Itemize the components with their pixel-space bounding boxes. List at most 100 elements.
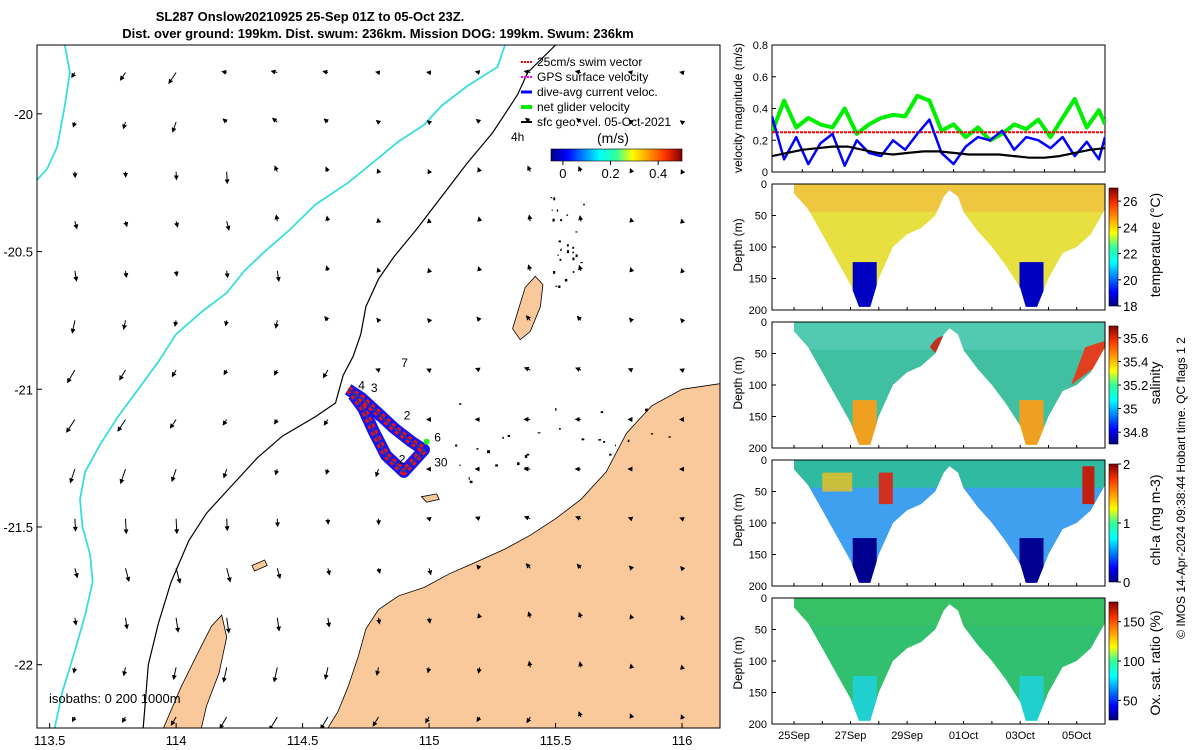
geo-velocity-arrow <box>221 667 228 683</box>
island-speck <box>560 248 562 252</box>
geo-velocity-arrow <box>375 667 381 676</box>
velocity-y-tick-label: 0.2 <box>753 135 768 147</box>
geo-velocity-arrow <box>72 617 78 626</box>
island-speck <box>581 438 585 441</box>
island-speck <box>572 246 575 249</box>
section-y-tick-label: 150 <box>749 550 767 562</box>
geo-velocity-arrow <box>72 518 78 532</box>
island-speck <box>566 250 570 254</box>
island-speck <box>487 450 490 454</box>
geo-velocity-arrow <box>474 70 481 75</box>
geo-velocity-arrow <box>426 667 432 674</box>
island-speck <box>556 209 559 212</box>
geo-velocity-arrow <box>226 568 232 583</box>
geo-velocity-arrow <box>70 320 76 334</box>
geo-velocity-arrow <box>71 72 77 79</box>
geo-velocity-arrow <box>174 221 179 228</box>
section-left-gap <box>772 184 794 310</box>
chart-title-line2: Dist. over ground: 199km. Dist. swum: 23… <box>122 26 634 41</box>
section-y-tick-label: 200 <box>749 719 767 731</box>
section-colorbar-tick-label: 22 <box>1123 247 1137 262</box>
island-speck <box>609 453 612 456</box>
section-colorbar-tick-label: 150 <box>1123 615 1145 630</box>
day-label: 6 <box>434 431 441 445</box>
section-y-tick-label: 100 <box>749 380 767 392</box>
island-speck <box>572 271 575 273</box>
island-speck <box>572 251 574 254</box>
geo-velocity-arrow <box>221 69 227 75</box>
geo-velocity-arrow <box>376 617 382 625</box>
island-speck <box>559 428 561 430</box>
geo-velocity-arrow <box>123 270 129 279</box>
geo-velocity-arrow <box>376 317 382 324</box>
geo-velocity-arrow <box>375 119 382 125</box>
section-colorbar-tick-label: 0 <box>1123 575 1130 590</box>
geo-velocity-arrow <box>117 419 126 432</box>
section-colorbar-tick-label: 50 <box>1123 693 1137 708</box>
island-speck <box>553 271 556 274</box>
island-speck <box>566 244 569 247</box>
section-panel-salinity: 0 50 100 150 200 34.8 35 35.2 35.4 35.6 <box>749 317 1149 455</box>
section-y-tick-label: 150 <box>749 688 767 700</box>
map-y-ticks: -20 -20.5 -21 -21.5 -22 <box>3 107 42 673</box>
geo-velocity-arrow <box>225 221 231 231</box>
isobaths-layer <box>37 45 557 728</box>
chla-depth-label: Depth (m) <box>731 493 745 546</box>
section-y-tick-label: 100 <box>749 242 767 254</box>
island-speck <box>459 464 461 466</box>
temperature-depth-label: Depth (m) <box>731 218 745 271</box>
geo-velocity-arrow <box>680 565 686 572</box>
geo-velocity-arrow <box>123 518 129 535</box>
geo-velocity-arrow <box>578 165 583 172</box>
velocity-x-ticks <box>771 169 1106 172</box>
chla-colorbar-label: chl-a (mg m-3) <box>1147 474 1163 565</box>
geo-velocity-arrow <box>270 69 278 75</box>
island-speck <box>598 439 602 441</box>
glider-track <box>344 384 430 478</box>
section-y-tick-label: 100 <box>749 656 767 668</box>
geo-velocity-arrow <box>578 711 583 718</box>
geo-velocity-arrow <box>427 568 433 576</box>
geo-velocity-arrow <box>578 661 584 668</box>
velocity-y-tick-label: 0 <box>762 167 768 179</box>
island-speck <box>537 432 541 434</box>
island-speck <box>600 411 604 414</box>
land-polygon <box>163 614 228 728</box>
section-colorbar-tick-label: 24 <box>1123 220 1137 235</box>
geo-velocity-arrow <box>73 221 79 230</box>
geo-velocity-arrow <box>629 167 635 174</box>
section-colorbar-tick-label: 26 <box>1123 194 1137 209</box>
geo-velocity-arrow <box>276 568 282 580</box>
land-polygon <box>420 493 440 503</box>
geo-velocity-arrow <box>376 168 382 174</box>
velocity-axes <box>771 44 1106 173</box>
geo-velocity-arrow <box>322 369 329 379</box>
section-colorbar-tick-label: 34.8 <box>1123 425 1148 440</box>
geo-velocity-arrow <box>119 72 126 81</box>
geo-velocity-arrow <box>477 216 483 222</box>
geo-velocity-arrow <box>322 69 329 75</box>
island-speck <box>468 477 470 480</box>
day-label: 2 <box>404 409 411 423</box>
section-y-tick-label: 50 <box>755 625 767 637</box>
geo-velocity-arrow <box>72 667 78 674</box>
chla-maximum-patch <box>878 472 893 505</box>
velocity-y-label: velocity magnitude (m/s) <box>731 43 745 173</box>
geo-velocity-arrow <box>523 69 531 75</box>
geo-velocity-arrow <box>374 468 380 478</box>
section-panel-temperature: 0 50 100 150 200 18 20 22 24 26 <box>749 179 1138 317</box>
island-speck <box>459 403 462 405</box>
island-speck <box>517 462 520 466</box>
section-y-tick-label: 50 <box>755 211 767 223</box>
legend-item-net: net glider velocity <box>537 100 630 114</box>
geo-velocity-arrow <box>376 267 382 273</box>
geo-velocity-arrow <box>627 368 634 373</box>
geo-velocity-arrow <box>575 515 582 521</box>
velocity-lines <box>772 93 1105 167</box>
island-speck <box>557 254 559 256</box>
geo-velocity-arrow <box>629 266 635 273</box>
island-speck <box>495 464 498 467</box>
geo-velocity-arrow <box>222 419 228 426</box>
geo-velocity-arrow <box>576 118 582 124</box>
date-tick-label: 25Sep <box>778 730 810 742</box>
